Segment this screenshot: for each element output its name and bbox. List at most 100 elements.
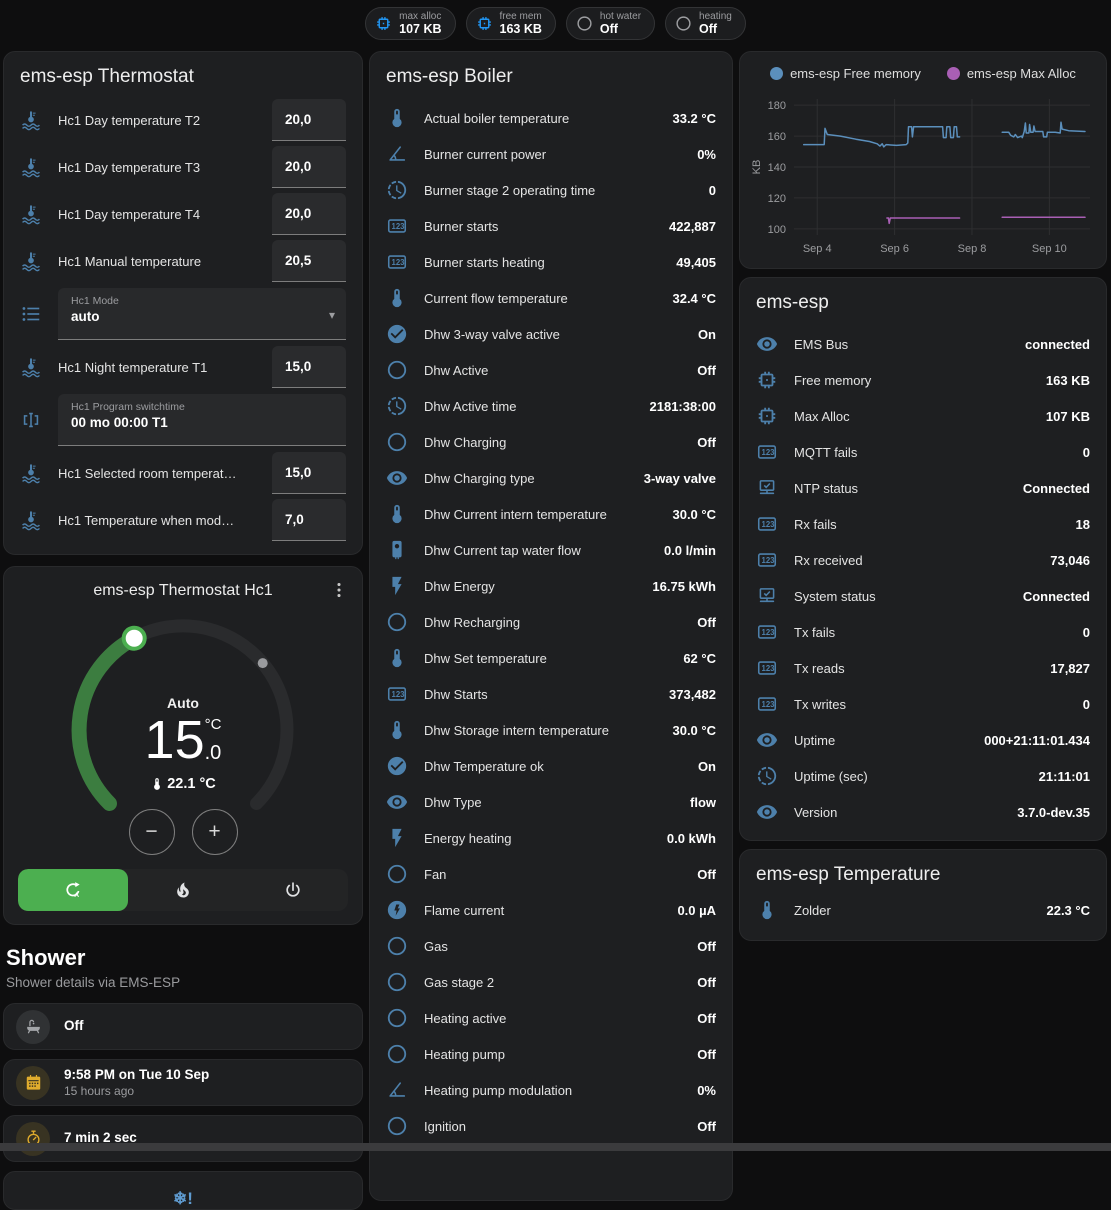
entity-row[interactable]: Heating pump Off <box>370 1036 732 1072</box>
svg-text:123: 123 <box>762 700 776 709</box>
entity-row[interactable]: Hc1 Day temperature T4 20,0 <box>4 191 362 237</box>
entity-row[interactable]: Max Alloc 107 KB <box>740 398 1106 434</box>
entity-value: 0% <box>697 1082 716 1098</box>
entity-label: Hc1 Manual temperature <box>58 253 202 269</box>
entity-row[interactable]: EMS Bus connected <box>740 326 1106 362</box>
entity-row[interactable]: Ignition Off <box>370 1108 732 1144</box>
entity-icon <box>756 369 778 391</box>
entity-row[interactable]: Dhw Recharging Off <box>370 604 732 640</box>
entity-row[interactable]: Hc1 Day temperature T3 20,0 <box>4 144 362 190</box>
entity-row[interactable]: Burner stage 2 operating time 0 <box>370 172 732 208</box>
hvac-mode-button[interactable]: A <box>18 869 128 911</box>
shower-row[interactable]: 7 min 2 sec <box>3 1115 363 1162</box>
entity-label: Current flow temperature <box>424 290 568 306</box>
entity-row[interactable]: Zolder 22.3 °C <box>740 892 1106 928</box>
entity-row[interactable]: Dhw Set temperature 62 °C <box>370 640 732 676</box>
entity-row[interactable]: Hc1 Night temperature T1 15,0 <box>4 344 362 390</box>
entity-row[interactable]: Hc1 Selected room temperat… 15,0 <box>4 450 362 496</box>
entity-row[interactable]: Actual boiler temperature 33.2 °C <box>370 100 732 136</box>
entity-row[interactable]: Gas Off <box>370 928 732 964</box>
entity-row[interactable]: 123 Tx fails 0 <box>740 614 1106 650</box>
entity-row[interactable]: Gas stage 2 Off <box>370 964 732 1000</box>
entity-row[interactable]: NTP status Connected <box>740 470 1106 506</box>
entity-row[interactable]: 123 Rx received 73,046 <box>740 542 1106 578</box>
text-input[interactable]: Hc1 Program switchtime 00 mo 00:00 T1 <box>58 394 346 446</box>
entity-label: Free memory <box>794 372 872 388</box>
entity-row[interactable]: 123 MQTT fails 0 <box>740 434 1106 470</box>
svg-text:KB: KB <box>751 160 763 175</box>
number-input[interactable]: 15,0 <box>272 346 346 388</box>
dial-knob[interactable] <box>121 625 147 651</box>
entity-row[interactable]: Current flow temperature 32.4 °C <box>370 280 732 316</box>
entity-row[interactable]: Flame current 0.0 µA <box>370 892 732 928</box>
shower-row[interactable]: Off <box>3 1003 363 1050</box>
entity-row[interactable]: System status Connected <box>740 578 1106 614</box>
entity-row[interactable]: 123 Burner starts 422,887 <box>370 208 732 244</box>
frost-alert-card[interactable]: ❄! <box>3 1171 363 1210</box>
entity-icon <box>756 405 778 427</box>
entity-row[interactable]: Dhw 3-way valve active On <box>370 316 732 352</box>
entity-row[interactable]: Dhw Storage intern temperature 30.0 °C <box>370 712 732 748</box>
entity-row[interactable]: Dhw Charging Off <box>370 424 732 460</box>
entity-row[interactable]: Uptime 000+21:11:01.434 <box>740 722 1106 758</box>
number-input[interactable]: 20,0 <box>272 146 346 188</box>
entity-row[interactable]: Dhw Active time 2181:38:00 <box>370 388 732 424</box>
number-input[interactable]: 20,0 <box>272 99 346 141</box>
entity-label: Dhw Temperature ok <box>424 758 544 774</box>
entity-row[interactable]: Dhw Energy 16.75 kWh <box>370 568 732 604</box>
entity-value: 18 <box>1075 516 1090 532</box>
status-chip[interactable]: max alloc 107 KB <box>365 7 456 40</box>
entity-row[interactable]: Free memory 163 KB <box>740 362 1106 398</box>
hvac-mode-icon: A <box>63 880 83 900</box>
entity-row[interactable]: Hc1 Manual temperature 20,5 <box>4 238 362 284</box>
entity-row[interactable]: Uptime (sec) 21:11:01 <box>740 758 1106 794</box>
hvac-mode-button[interactable] <box>238 869 348 911</box>
shower-value: 7 min 2 sec <box>64 1130 137 1146</box>
entity-row[interactable]: Fan Off <box>370 856 732 892</box>
status-chip[interactable]: free mem 163 KB <box>465 7 556 40</box>
entity-row[interactable]: Burner current power 0% <box>370 136 732 172</box>
entity-row[interactable]: 123 Tx writes 0 <box>740 686 1106 722</box>
number-input[interactable]: 20,0 <box>272 193 346 235</box>
status-chip[interactable]: heating Off <box>665 7 746 40</box>
entity-row[interactable]: Dhw Temperature ok On <box>370 748 732 784</box>
entity-row[interactable]: Energy heating 0.0 kWh <box>370 820 732 856</box>
entity-row[interactable]: Hc1 Temperature when mod… 7,0 <box>4 497 362 543</box>
entity-row[interactable]: Dhw Active Off <box>370 352 732 388</box>
entity-label: Tx writes <box>794 696 846 712</box>
entity-label: Dhw Type <box>424 794 482 810</box>
thermostat-settings-card: ems-esp Thermostat Hc1 Day temperature T… <box>3 51 363 555</box>
svg-text:123: 123 <box>762 520 776 529</box>
entity-row[interactable]: Heating pump modulation 0% <box>370 1072 732 1108</box>
entity-row[interactable]: Dhw Current intern temperature 30.0 °C <box>370 496 732 532</box>
entity-row[interactable]: 123 Tx reads 17,827 <box>740 650 1106 686</box>
decrease-temp-button[interactable]: − <box>128 809 175 855</box>
kebab-menu-icon[interactable] <box>328 579 350 601</box>
entity-row[interactable]: 123 Burner starts heating 49,405 <box>370 244 732 280</box>
entity-label: Fan <box>424 866 447 882</box>
entity-row[interactable]: Dhw Current tap water flow 0.0 l/min <box>370 532 732 568</box>
entity-label: Hc1 Day temperature T2 <box>58 112 201 128</box>
number-input[interactable]: 20,5 <box>272 240 346 282</box>
entity-row[interactable]: Dhw Charging type 3-way valve <box>370 460 732 496</box>
hvac-mode-button[interactable] <box>128 869 238 911</box>
number-input[interactable]: 15,0 <box>272 452 346 494</box>
entity-row[interactable]: 123 Rx fails 18 <box>740 506 1106 542</box>
thermometer-icon <box>756 899 778 921</box>
entity-row[interactable]: Heating active Off <box>370 1000 732 1036</box>
status-chip[interactable]: hot water Off <box>565 7 656 40</box>
thermostat-dial[interactable] <box>33 602 333 858</box>
legend-item[interactable]: ems-esp Free memory <box>770 66 921 81</box>
mode-select[interactable]: Hc1 Mode auto ▾ <box>58 288 346 340</box>
entity-row[interactable]: Dhw Type flow <box>370 784 732 820</box>
entity-label: Rx received <box>794 552 863 568</box>
entity-row[interactable]: Hc1 Day temperature T2 20,0 <box>4 97 362 143</box>
entity-icon: 123 <box>756 657 778 679</box>
legend-item[interactable]: ems-esp Max Alloc <box>946 66 1076 81</box>
entity-row[interactable]: 123 Dhw Starts 373,482 <box>370 676 732 712</box>
entity-row[interactable]: Version 3.7.0-dev.35 <box>740 794 1106 830</box>
entity-label: Dhw Storage intern temperature <box>424 722 609 738</box>
increase-temp-button[interactable]: + <box>191 809 238 855</box>
number-input[interactable]: 7,0 <box>272 499 346 541</box>
shower-row[interactable]: 9:58 PM on Tue 10 Sep 15 hours ago <box>3 1059 363 1106</box>
